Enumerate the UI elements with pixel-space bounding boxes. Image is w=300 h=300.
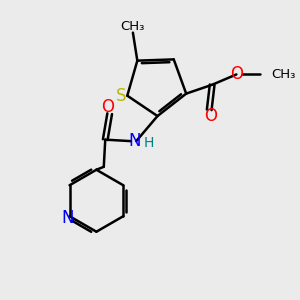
Text: CH₃: CH₃ [271,68,296,81]
Text: O: O [101,98,114,116]
Text: O: O [230,65,243,83]
Text: N: N [62,209,74,227]
Text: N: N [128,132,141,150]
Text: O: O [204,107,217,125]
Text: H: H [143,136,154,150]
Text: CH₃: CH₃ [121,20,145,33]
Text: S: S [116,87,126,105]
